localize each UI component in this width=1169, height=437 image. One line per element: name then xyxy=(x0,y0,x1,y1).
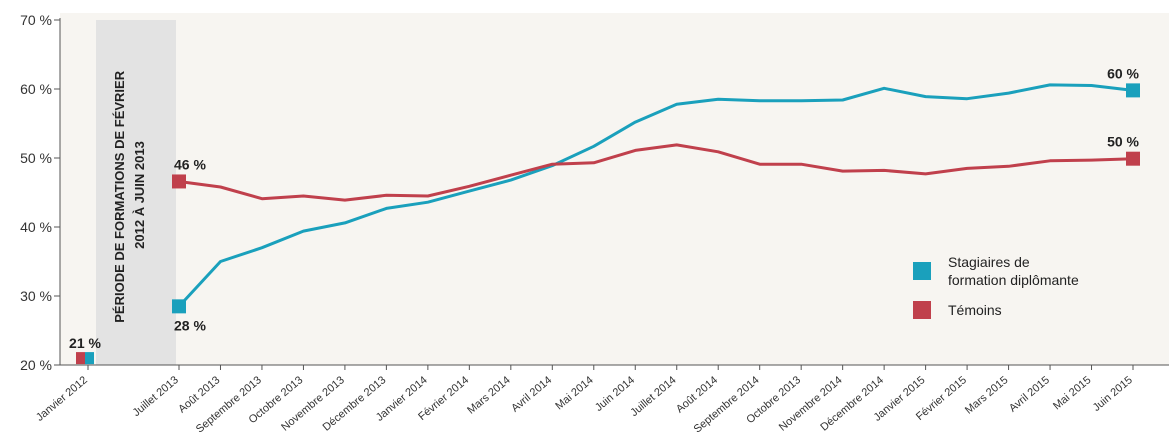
period-band xyxy=(96,20,176,365)
y-tick-label: 60 % xyxy=(20,81,52,97)
x-tick-label: Juin 2015 xyxy=(1091,374,1135,414)
marker-stagiaires-start xyxy=(85,352,94,365)
marker-temoins-start xyxy=(76,352,85,365)
x-tick-label: Janvier 2012 xyxy=(34,374,90,424)
data-label: 46 % xyxy=(174,156,206,172)
series-line-stagiaires xyxy=(177,83,1134,308)
plot-background xyxy=(60,13,1169,365)
marker-stagiaires xyxy=(172,299,186,314)
x-tick-label: Avril 2015 xyxy=(1007,374,1052,415)
legend-swatch xyxy=(913,301,931,319)
x-tick-label: Avril 2014 xyxy=(509,374,554,415)
x-tick-label: Mars 2015 xyxy=(963,374,1011,417)
x-tick-label: Juillet 2013 xyxy=(131,374,181,419)
x-tick-label: Mai 2014 xyxy=(553,374,595,412)
x-tick-label: Mars 2014 xyxy=(465,374,513,417)
y-tick-label: 50 % xyxy=(20,150,52,166)
data-label: 50 % xyxy=(1107,134,1139,150)
legend-label: formation diplômante xyxy=(948,272,1079,288)
legend-label: Témoins xyxy=(948,302,1002,318)
legend: Stagiaires de formation diplômante Témoins xyxy=(913,254,1079,319)
y-tick-label: 20 % xyxy=(20,357,52,373)
legend-label: Stagiaires de xyxy=(948,254,1030,270)
marker-temoins xyxy=(172,174,186,189)
y-tick-label: 30 % xyxy=(20,288,52,304)
series-line-temoins xyxy=(178,143,1134,202)
data-label: 21 % xyxy=(69,335,101,351)
x-tick-label: Juillet 2014 xyxy=(628,374,678,419)
annotation-layer: 21 % 46 % 28 % 60 % 50 % xyxy=(69,65,1140,351)
marker-temoins xyxy=(1126,151,1140,166)
period-label: PÉRIODE DE FORMATIONS DE FÉVRIER 2012 À … xyxy=(112,67,147,322)
series-layer xyxy=(76,83,1140,365)
y-axis: 20 % 30 % 40 % 50 % 60 % 70 % xyxy=(20,12,61,373)
y-tick-label: 40 % xyxy=(20,219,52,235)
marker-stagiaires xyxy=(1126,83,1140,98)
x-tick-label: Mai 2015 xyxy=(1051,374,1093,412)
y-tick-label: 70 % xyxy=(20,12,52,28)
legend-swatch xyxy=(913,262,931,280)
data-label: 60 % xyxy=(1107,65,1139,81)
data-label: 28 % xyxy=(174,317,206,333)
